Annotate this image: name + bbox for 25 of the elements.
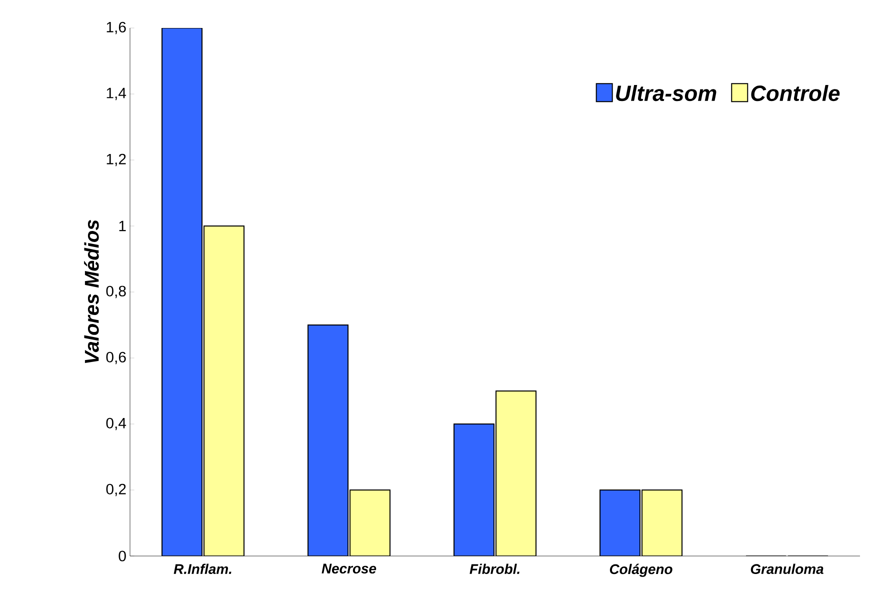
bar: [162, 28, 203, 556]
y-tick-label: 0,4: [106, 418, 126, 430]
legend-label: Controle: [751, 84, 840, 102]
y-tick-label: 0,6: [106, 352, 126, 364]
y-tick-label: 0,8: [106, 286, 126, 298]
x-tick-label: Colágeno: [610, 564, 672, 577]
y-tick-label: 0,2: [106, 484, 126, 496]
x-tick-label: R.Inflam.: [174, 564, 232, 574]
y-tick-label: 1,4: [106, 88, 126, 100]
bar: [203, 225, 244, 556]
bar: [642, 490, 683, 556]
bar: [600, 490, 641, 556]
bar: [454, 424, 495, 556]
x-tick-label: Granuloma: [750, 564, 824, 574]
y-tick-label: 1,2: [106, 154, 126, 166]
bar: [350, 490, 390, 556]
x-tick-label: Fibrobl.: [470, 564, 520, 574]
legend-label: Ultra-som: [616, 84, 716, 102]
bar: [308, 324, 349, 556]
y-tick-label: 0: [118, 550, 126, 562]
y-tick-label: 1,6: [106, 22, 126, 34]
bar: [496, 390, 536, 556]
y-tick-label: 1: [119, 220, 126, 232]
x-tick-label: Necrose: [322, 564, 376, 574]
y-axis-title: Valores Médios: [84, 220, 99, 364]
